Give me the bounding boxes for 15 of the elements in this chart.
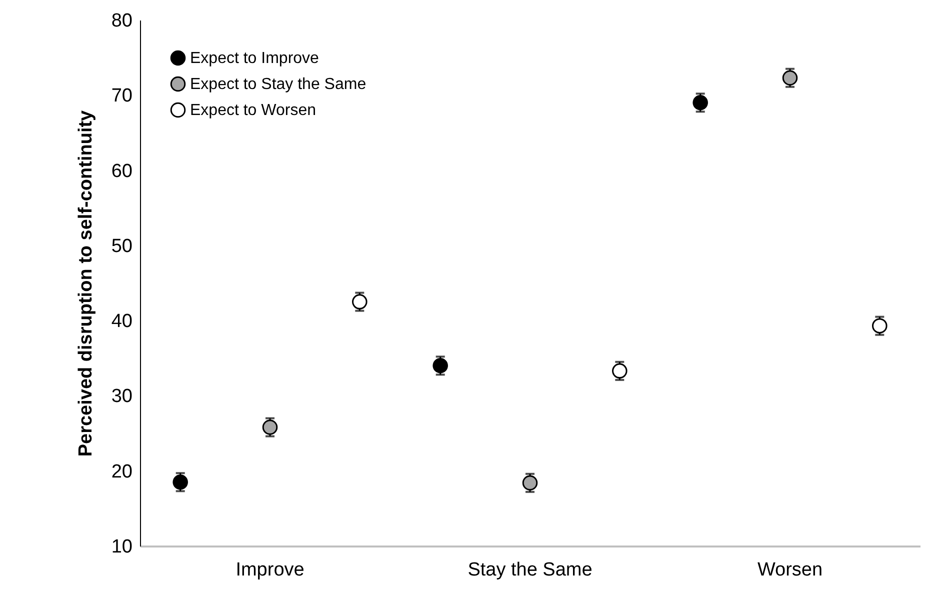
y-tick-label: 10 xyxy=(111,536,132,558)
x-tick-label: Improve xyxy=(236,560,304,580)
legend-label: Expect to Worsen xyxy=(190,102,316,119)
y-axis-title: Perceived disruption to self-continuity xyxy=(75,110,96,457)
y-tick-label: 70 xyxy=(111,86,132,107)
x-tick-label: Stay the Same xyxy=(468,560,592,580)
y-tick-label: 20 xyxy=(111,461,132,482)
y-tick-label: 60 xyxy=(111,160,132,182)
y-tick-label: 50 xyxy=(111,236,132,257)
y-tick-label: 30 xyxy=(111,386,132,408)
y-tick-label: 40 xyxy=(111,311,132,332)
x-tick-label: Worsen xyxy=(757,560,823,580)
legend-label: Expect to Stay the Same xyxy=(190,76,366,93)
y-tick-label: 80 xyxy=(111,10,132,32)
legend-label: Expect to Improve xyxy=(190,50,320,67)
